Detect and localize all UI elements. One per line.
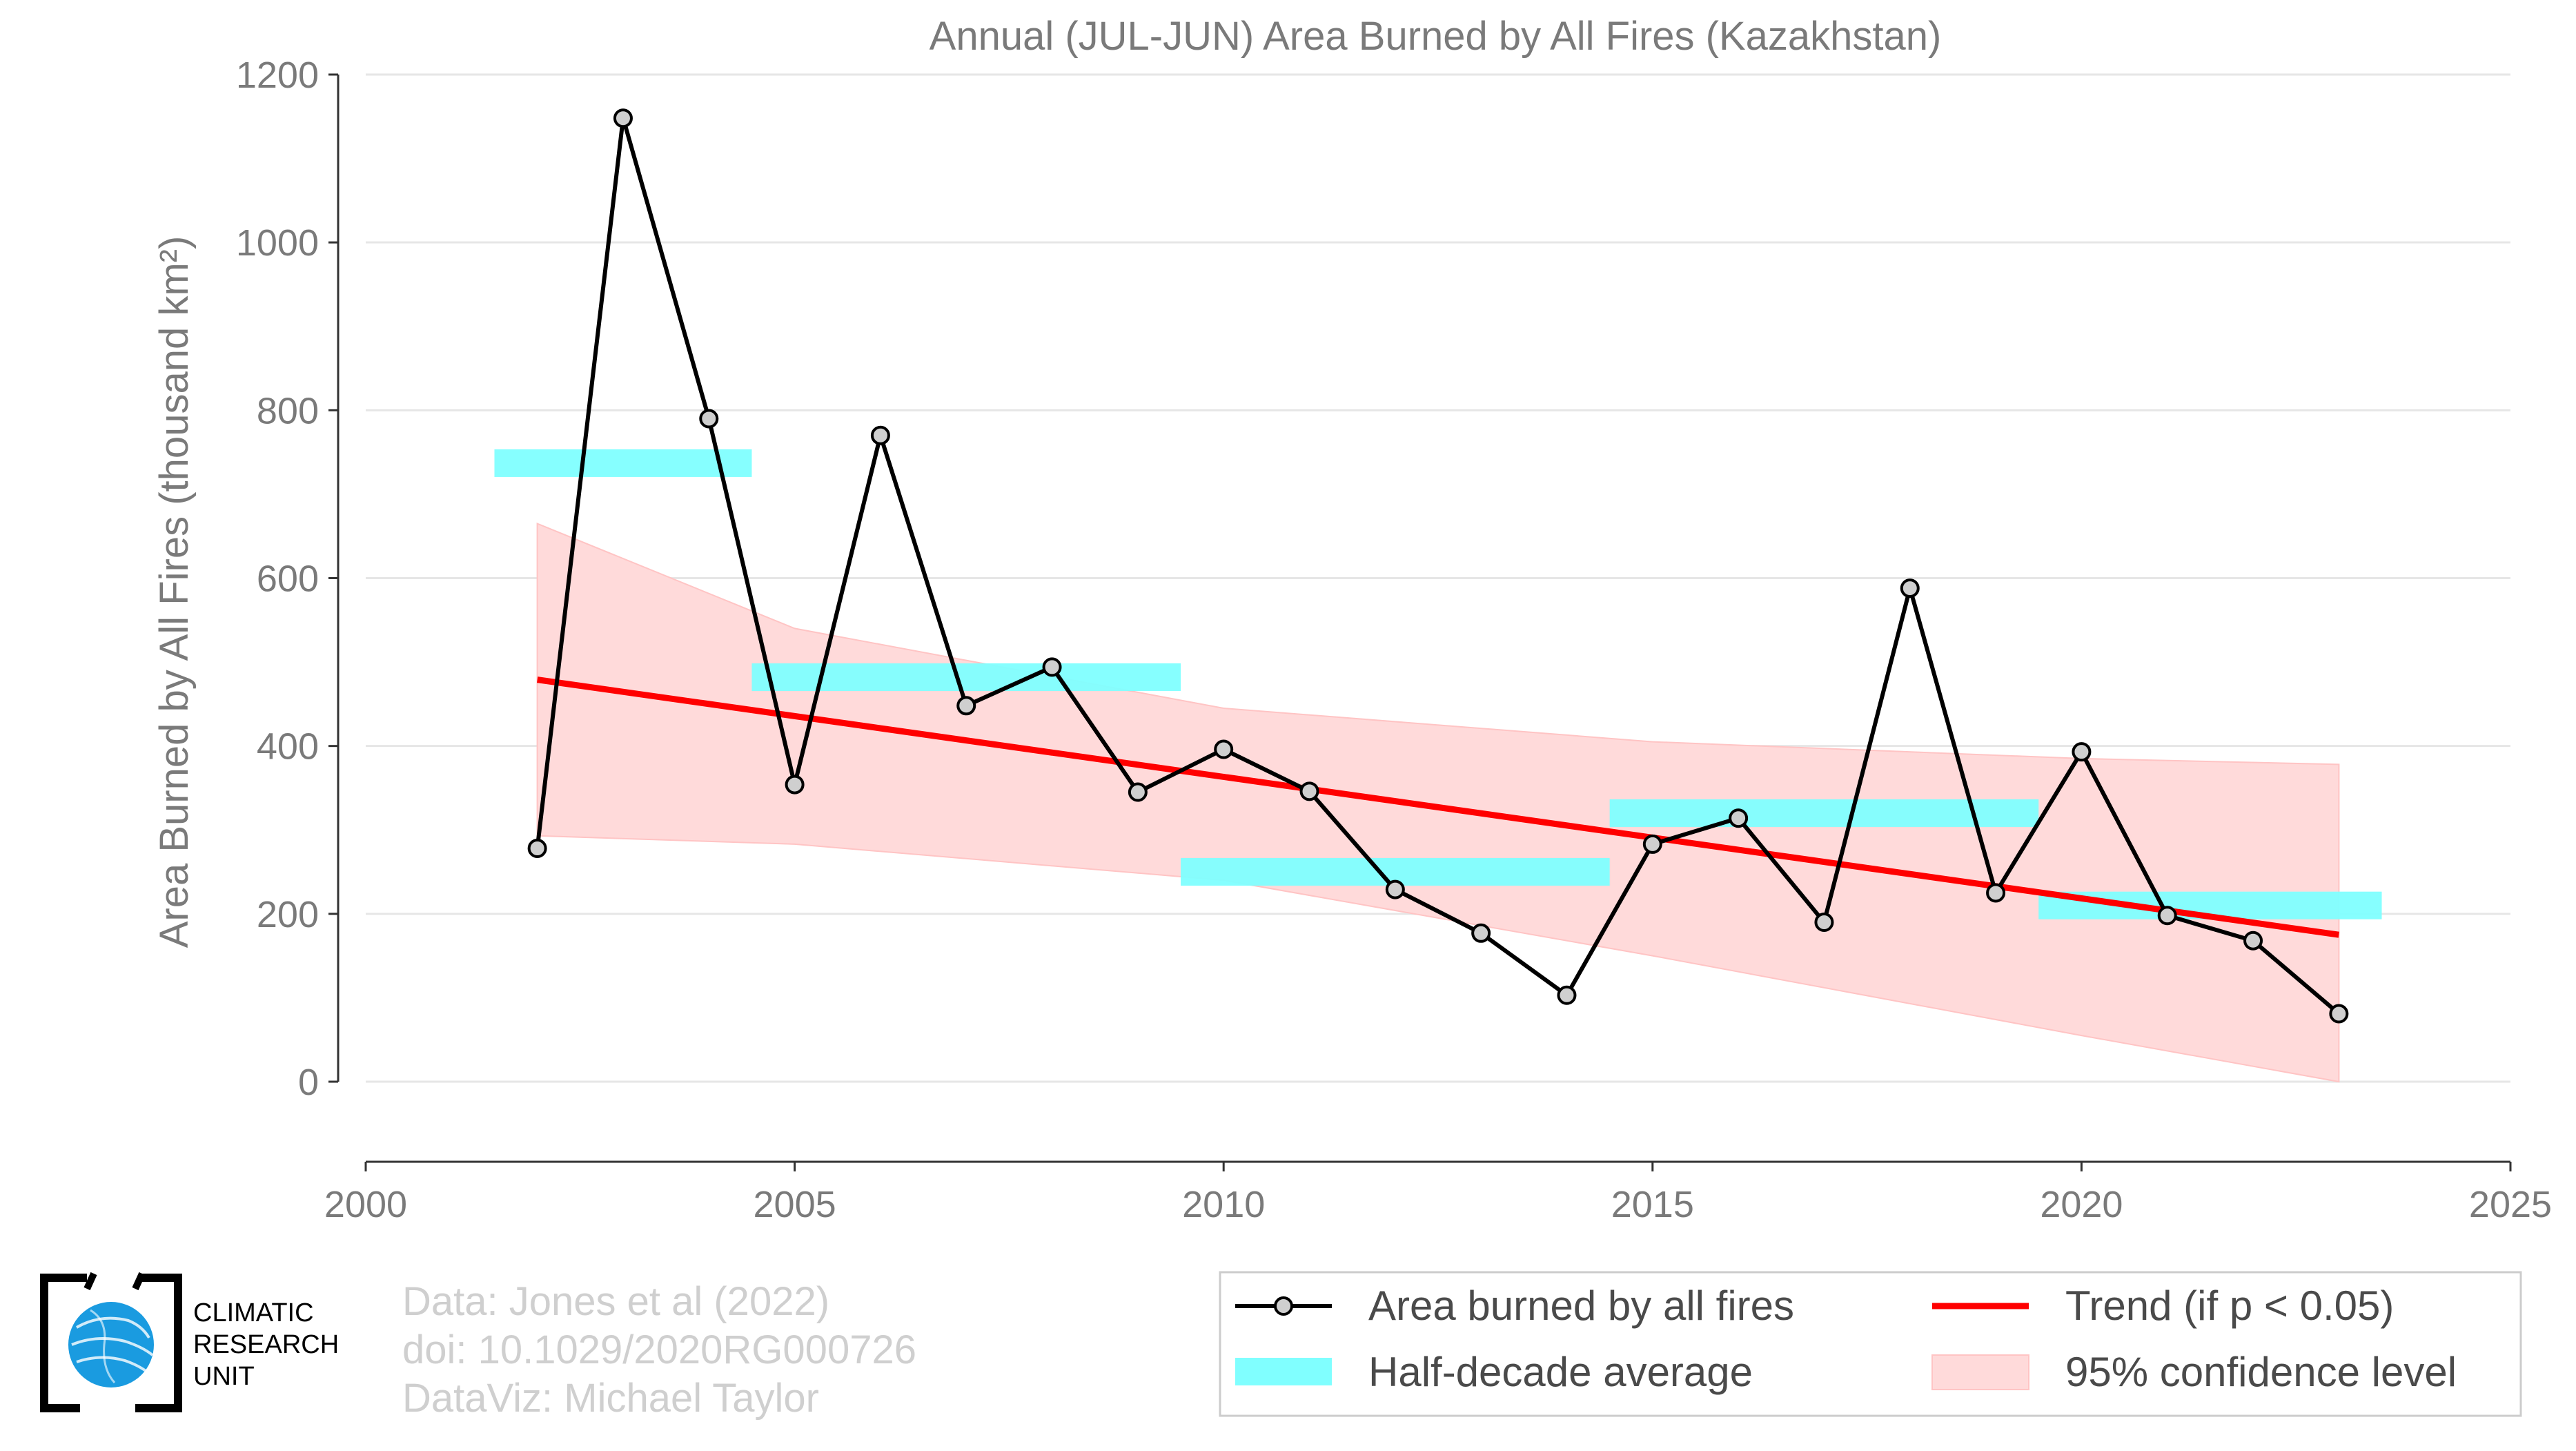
data-point	[1214, 739, 1234, 759]
data-point	[1729, 808, 1749, 828]
data-point	[2243, 931, 2263, 951]
half-decade-bar	[494, 449, 752, 477]
confidence-band	[536, 523, 2340, 1083]
legend-label-trend: Trend (if p < 0.05)	[2065, 1283, 2394, 1329]
legend-confidence-swatch	[1931, 1354, 2029, 1390]
x-tick-label: 2020	[2040, 1184, 2123, 1225]
y-tick-label: 1200	[236, 55, 319, 96]
trend-line	[537, 676, 2339, 938]
data-point	[699, 409, 719, 429]
globe-icon	[40, 1272, 182, 1412]
y-tick-label: 0	[298, 1062, 319, 1103]
credit-doi: doi: 10.1029/2020RG000726	[402, 1327, 916, 1372]
chart-title: Annual (JUL-JUN) Area Burned by All Fire…	[930, 14, 1942, 59]
data-point	[527, 838, 547, 858]
trend-line-group	[537, 676, 2339, 938]
data-point	[1900, 578, 1920, 598]
data-point	[1986, 883, 2006, 903]
legend-label-area-burned: Area burned by all fires	[1368, 1283, 1794, 1329]
y-tick-label: 400	[257, 726, 319, 768]
data-point	[613, 108, 633, 128]
data-point	[870, 425, 890, 445]
legend: Area burned by all fires Half-decade aver…	[1219, 1271, 2522, 1417]
data-point	[1557, 985, 1577, 1005]
legend-label-half-decade: Half-decade average	[1368, 1349, 1753, 1395]
data-point	[1471, 923, 1491, 943]
data-point	[2329, 1004, 2349, 1024]
half-decade-bar	[1609, 799, 2039, 827]
data-point	[1042, 657, 1062, 677]
x-tick-label: 2000	[324, 1184, 407, 1225]
data-point	[956, 696, 976, 716]
legend-label-confidence: 95% confidence level	[2065, 1349, 2457, 1395]
data-point	[1299, 781, 1319, 801]
data-point	[2157, 906, 2177, 926]
data-point	[785, 775, 805, 795]
x-tick-label: 2015	[1611, 1184, 1694, 1225]
legend-marker-swatch	[1274, 1296, 1293, 1316]
legend-box	[1219, 1271, 2522, 1417]
logo-text-unit: UNIT	[193, 1362, 255, 1391]
ticks: 0 200 400 600 800 1000 1200 2000 2005 2010 2015 202…	[236, 55, 2552, 1225]
y-axis-title: Area Burned by All Fires (thousand km²)	[152, 236, 197, 948]
logo-text-research: RESEARCH	[193, 1330, 340, 1359]
legend-half-decade-swatch	[1235, 1358, 1332, 1385]
y-tick-label: 600	[257, 558, 319, 600]
data-point	[1814, 912, 1834, 932]
area-burned-line	[535, 116, 2341, 1015]
credit-dataviz: DataViz: Michael Taylor	[402, 1376, 819, 1421]
data-point	[1385, 879, 1405, 899]
data-point	[1128, 782, 1148, 802]
y-tick-label: 1000	[236, 222, 319, 264]
x-tick-label: 2010	[1182, 1184, 1265, 1225]
y-tick-label: 200	[257, 894, 319, 935]
credit-data-source: Data: Jones et al (2022)	[402, 1279, 830, 1324]
logo-text-climatic: CLIMATIC	[193, 1298, 314, 1327]
data-point	[2072, 742, 2092, 762]
area-burned-series	[527, 108, 2349, 1024]
half-decade-bar	[751, 663, 1181, 691]
x-tick-label: 2005	[754, 1184, 836, 1225]
x-tick-label: 2025	[2469, 1184, 2552, 1225]
data-point	[1642, 834, 1662, 854]
y-tick-label: 800	[257, 390, 319, 431]
confidence-band-area	[536, 523, 2340, 1083]
cru-logo	[39, 1272, 184, 1414]
